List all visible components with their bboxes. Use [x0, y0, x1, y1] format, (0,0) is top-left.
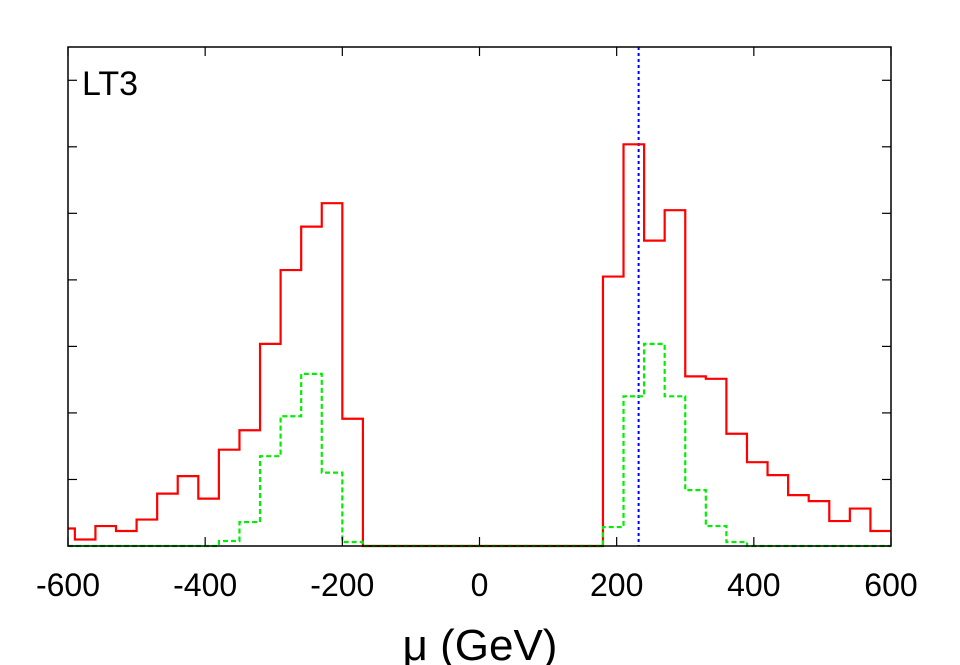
x-tick-label: -400	[173, 567, 237, 603]
panel-label: LT3	[82, 65, 138, 103]
axes-layer: -600 -400 -200 0 200 400 600	[36, 46, 918, 603]
x-tick-label: 400	[727, 567, 780, 603]
x-tick-label: 200	[590, 567, 643, 603]
x-tick-label: -600	[36, 567, 100, 603]
histogram-series-2	[68, 342, 891, 548]
series-layer	[68, 143, 891, 548]
histogram-series-1	[68, 143, 891, 548]
x-tick-label: -200	[310, 567, 374, 603]
x-tick-label: 600	[864, 567, 917, 603]
x-axis-label: μ (GeV)	[403, 621, 558, 665]
x-tick-label: 0	[471, 567, 489, 603]
